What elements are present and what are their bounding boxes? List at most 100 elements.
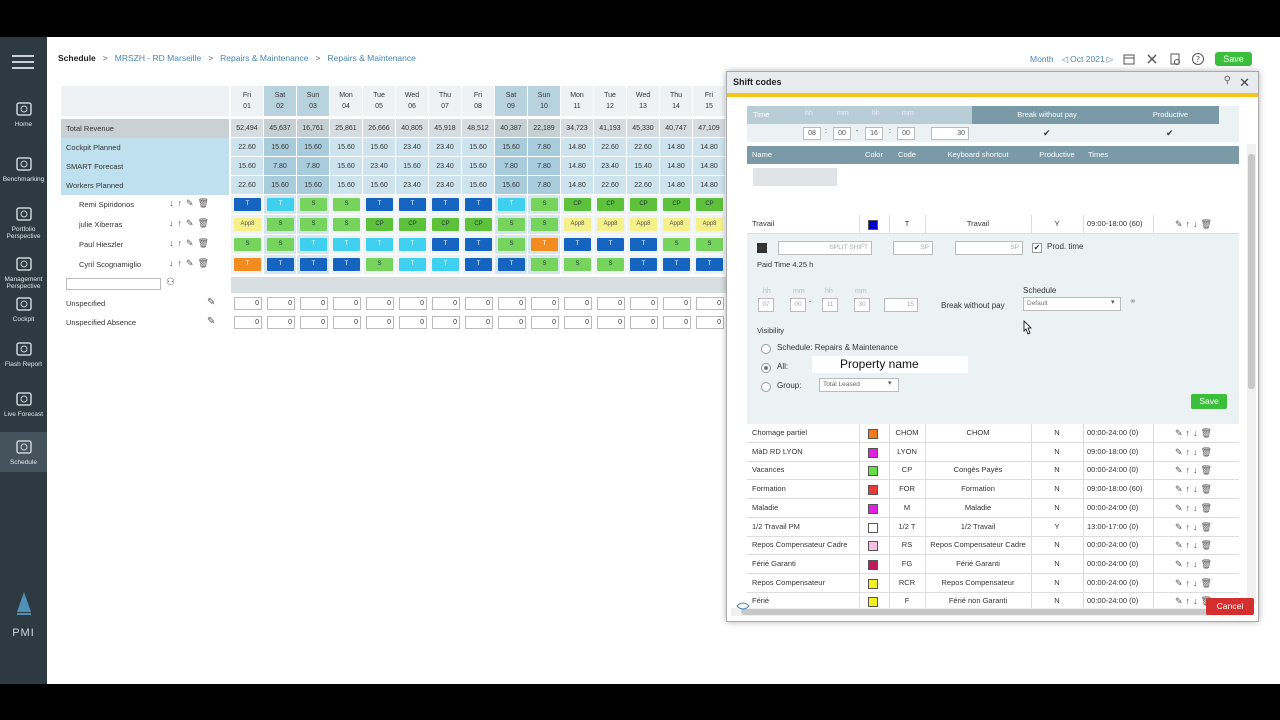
shift-cell[interactable]: CP — [363, 215, 396, 235]
move-up-icon[interactable]: ↑ — [1185, 577, 1194, 588]
time-input[interactable]: 00 — [833, 127, 851, 140]
shift-chip[interactable]: T — [399, 238, 426, 251]
move-down-icon[interactable]: ↓ — [1193, 502, 1201, 513]
period-label[interactable]: Oct 2021 — [1070, 54, 1105, 64]
shift-chip[interactable]: T — [366, 238, 393, 251]
shift-chip[interactable]: T — [234, 258, 261, 271]
edit-icon[interactable]: ✎ — [186, 218, 198, 228]
edit-icon[interactable]: ✎ — [1175, 219, 1186, 229]
shift-code-row[interactable]: Férié Garanti FG Férié Garanti N 00:00-24:00… — [747, 554, 1239, 574]
count-input[interactable]: 0 — [333, 297, 361, 310]
shift-cell[interactable]: S — [231, 235, 264, 255]
time-input[interactable]: 30 — [931, 127, 969, 140]
shift-chip[interactable]: App8 — [234, 218, 261, 231]
chevron-down-icon[interactable]: ▾ — [1111, 299, 1115, 306]
shift-cell[interactable]: T — [429, 195, 462, 215]
move-down-icon[interactable]: ↓ — [169, 258, 178, 268]
cancel-button[interactable]: Cancel — [1206, 598, 1254, 615]
shift-cell[interactable]: T — [495, 195, 528, 215]
shift-cell[interactable]: T — [660, 255, 693, 275]
shift-cell[interactable]: CP — [396, 215, 429, 235]
move-down-icon[interactable]: ↓ — [1193, 446, 1201, 457]
color-swatch[interactable] — [868, 447, 878, 458]
shift-chip[interactable]: S — [531, 258, 558, 271]
shift-chip[interactable]: S — [333, 198, 360, 211]
shift-cell[interactable]: App8 — [660, 215, 693, 235]
move-down-icon[interactable]: ↓ — [1193, 558, 1201, 569]
group-select[interactable]: Total Leased — [819, 378, 899, 392]
move-up-icon[interactable]: ↑ — [177, 238, 186, 248]
shift-chip[interactable]: T — [267, 258, 294, 271]
shift-cell[interactable]: T — [462, 195, 495, 215]
edit-icon[interactable]: ✎ — [186, 198, 198, 208]
count-input[interactable]: 0 — [630, 297, 658, 310]
time-input[interactable]: 16 — [865, 127, 883, 140]
edit-icon[interactable]: ✎ — [1175, 577, 1186, 588]
shift-chip[interactable]: S — [366, 258, 393, 271]
count-input[interactable]: 0 — [234, 316, 262, 329]
chevron-right-icon[interactable]: ▷ — [1106, 53, 1114, 64]
delete-icon[interactable]: 🗑 — [1200, 558, 1215, 569]
shift-chip[interactable]: CP — [564, 198, 591, 211]
split-time-input[interactable]: 11 — [822, 298, 838, 312]
shift-cell[interactable]: App8 — [561, 215, 594, 235]
delete-icon[interactable]: 🗑 — [1200, 502, 1215, 513]
color-swatch[interactable] — [868, 220, 878, 230]
move-down-icon[interactable]: ↓ — [1193, 219, 1201, 229]
shift-chip[interactable]: CP — [696, 198, 723, 211]
sidebar-item-portfolio-perspective[interactable]: Portfolio Perspective — [0, 199, 47, 245]
delete-icon[interactable]: 🗑 — [197, 238, 213, 248]
shift-chip[interactable]: T — [465, 198, 492, 211]
count-input[interactable]: 0 — [234, 297, 262, 310]
shift-chip[interactable]: T — [333, 238, 360, 251]
shift-chip[interactable]: CP — [432, 218, 459, 231]
edit-icon[interactable]: ✎ — [186, 258, 198, 268]
shift-chip[interactable]: App8 — [597, 218, 624, 231]
shift-cell[interactable]: T — [231, 255, 264, 275]
collapse-icon[interactable] — [735, 600, 751, 612]
shift-chip[interactable]: T — [432, 238, 459, 251]
move-up-icon[interactable]: ↑ — [1185, 465, 1194, 476]
shift-chip[interactable]: S — [333, 218, 360, 231]
shift-chip[interactable]: T — [300, 238, 327, 251]
edit-icon[interactable]: ✎ — [1175, 596, 1186, 607]
count-input[interactable]: 0 — [564, 316, 592, 329]
shift-chip[interactable]: T — [597, 238, 624, 251]
shift-code-row[interactable]: Vacances CP Congès Payès N 00:00-24:00 (0) ✎↑… — [747, 461, 1239, 481]
edit-icon[interactable]: ✎ — [186, 238, 198, 248]
count-input[interactable]: 0 — [696, 297, 724, 310]
shift-code-row[interactable]: Travail T Travail Y 09:00-18:00 (60) ✎↑↓🗑 — [747, 215, 1239, 234]
delete-icon[interactable]: 🗑 — [197, 198, 213, 208]
sidebar-item-schedule[interactable]: Schedule — [0, 432, 47, 472]
delete-icon[interactable]: 🗑 — [1200, 428, 1215, 438]
move-down-icon[interactable]: ↓ — [1193, 428, 1201, 438]
move-down-icon[interactable]: ↓ — [169, 198, 178, 208]
shift-chip[interactable]: S — [531, 198, 558, 211]
count-input[interactable]: 0 — [531, 316, 559, 329]
save-button[interactable]: Save — [1215, 52, 1252, 66]
shift-chip[interactable]: S — [564, 258, 591, 271]
shift-cell[interactable]: T — [561, 235, 594, 255]
chevron-left-icon[interactable]: ◁ — [1061, 53, 1069, 64]
vertical-scrollbar[interactable] — [1247, 144, 1256, 604]
shift-cell[interactable]: S — [528, 255, 561, 275]
shift-cell[interactable]: S — [363, 255, 396, 275]
shift-cell[interactable]: S — [264, 215, 297, 235]
delete-icon[interactable]: 🗑 — [197, 258, 213, 268]
panel-save-button[interactable]: Save — [1191, 394, 1227, 409]
shift-cell[interactable]: S — [330, 195, 363, 215]
shift-chip[interactable]: T — [267, 198, 294, 211]
move-up-icon[interactable]: ↑ — [177, 218, 186, 228]
delete-icon[interactable]: 🗑 — [1200, 465, 1215, 476]
count-input[interactable]: 0 — [630, 316, 658, 329]
shift-chip[interactable]: CP — [597, 198, 624, 211]
count-input[interactable]: 0 — [696, 316, 724, 329]
shift-chip[interactable]: CP — [663, 198, 690, 211]
name-filter-input[interactable] — [753, 168, 837, 186]
shift-chip[interactable]: S — [234, 238, 261, 251]
color-swatch[interactable] — [868, 466, 878, 477]
sidebar-item-home[interactable]: Home — [0, 94, 47, 138]
time-input[interactable]: 08 — [803, 127, 821, 140]
shift-code-row[interactable]: Formation FOR Formation N 09:00-18:00 (60) ✎↑… — [747, 480, 1239, 500]
split-break-input[interactable]: 15 — [884, 298, 918, 312]
